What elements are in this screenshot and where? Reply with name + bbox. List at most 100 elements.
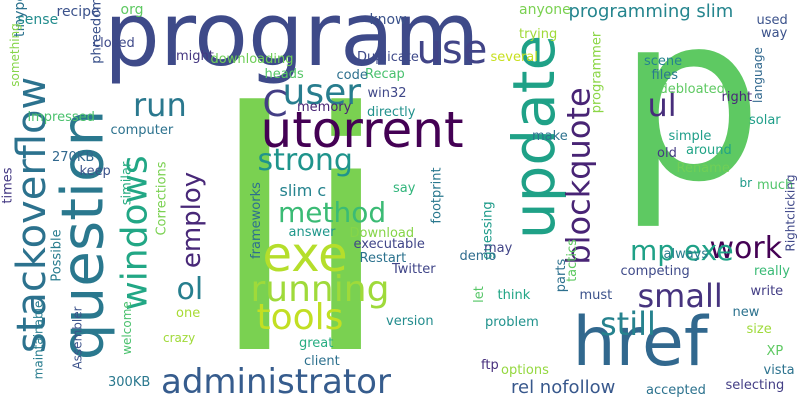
cloud-word: might (176, 48, 214, 64)
cloud-word: anyone (519, 2, 571, 18)
cloud-word: client (304, 353, 340, 369)
cloud-word: method (278, 196, 387, 229)
cloud-word: running (250, 269, 390, 310)
cloud-word: right (721, 89, 753, 105)
cloud-word: C (262, 84, 288, 125)
cloud-word: make (532, 128, 568, 144)
cloud-word: size (746, 321, 772, 337)
cloud-word: new (732, 304, 760, 320)
cloud-word: ol (176, 272, 204, 307)
cloud-word: administrator (161, 362, 391, 400)
cloud-word: answer (288, 224, 336, 240)
cloud-word: small (637, 277, 723, 315)
cloud-word: crazy (163, 331, 196, 345)
cloud-word: really (754, 263, 790, 279)
cloud-word: footprint (429, 166, 445, 224)
cloud-word: way (761, 25, 788, 41)
cloud-word: demo (459, 248, 497, 264)
cloud-word: p (617, 0, 763, 233)
cloud-word: know (369, 12, 407, 28)
cloud-word: win32 (367, 85, 407, 101)
cloud-word: Restart (359, 250, 407, 266)
cloud-word: exe (262, 227, 348, 283)
cloud-word: XP (766, 343, 784, 359)
cloud-word: something (7, 23, 22, 87)
cloud-word: always (663, 246, 709, 262)
cloud-word: Recap (365, 66, 405, 82)
cloud-word: br (739, 176, 753, 190)
cloud-word: tactics (564, 238, 580, 282)
cloud-word: Rename (676, 160, 730, 176)
cloud-word: slim c (279, 181, 327, 200)
cloud-word: code (336, 67, 368, 83)
cloud-word: use (416, 27, 488, 73)
cloud-word: maintainable (30, 300, 45, 380)
cloud-word: org (120, 2, 144, 18)
cloud-word: old (657, 145, 677, 161)
cloud-word: 270KB (52, 149, 95, 165)
cloud-word: vista (763, 362, 795, 378)
cloud-word: simple (668, 128, 712, 144)
cloud-word: write (750, 283, 784, 299)
cloud-word: several (490, 49, 538, 65)
cloud-word: competing (620, 263, 690, 279)
cloud-word: welcome (119, 301, 134, 355)
cloud-word: say (393, 180, 416, 196)
cloud-word: mp exe (630, 234, 734, 267)
cloud-word: Download (349, 225, 415, 241)
cloud-word: scene (644, 53, 683, 69)
cloud-word: work (709, 231, 783, 266)
cloud-word: heads (264, 66, 304, 82)
cloud-word: impressed (27, 109, 95, 125)
cloud-word: run (133, 86, 187, 124)
cloud-word: closed (93, 35, 135, 51)
cloud-word: let (471, 285, 487, 303)
cloud-word: debloated (659, 81, 725, 97)
cloud-word: still (600, 305, 656, 343)
cloud-word: frameworks (248, 181, 264, 259)
cloud-word: 300KB (108, 374, 151, 390)
cloud-word: keep (79, 163, 111, 179)
cloud-word: Corrections (154, 160, 170, 236)
cloud-word: Possible (49, 228, 65, 282)
cloud-word: great (299, 335, 334, 351)
cloud-word: one (176, 305, 201, 321)
cloud-word: options (501, 362, 549, 378)
cloud-word: language (750, 47, 765, 103)
cloud-word: downloading (210, 51, 294, 67)
cloud-word: Assembler (70, 306, 85, 370)
cloud-word: accepted (646, 382, 706, 398)
cloud-word: similar (119, 161, 135, 205)
cloud-word: may (484, 240, 513, 256)
cloud-word: think (497, 287, 531, 303)
cloud-word: employ (177, 171, 208, 269)
cloud-word: Duplicate (357, 49, 419, 65)
cloud-word: executable (353, 236, 425, 252)
cloud-word: memory (297, 99, 352, 115)
cloud-word: li (208, 43, 392, 400)
cloud-word: strong (257, 143, 353, 178)
cloud-word: utorrent (260, 101, 464, 159)
cloud-word: ftp (481, 357, 499, 373)
cloud-word: version (386, 313, 434, 329)
cloud-word: recipe (56, 4, 100, 20)
cloud-word: computer (110, 122, 174, 138)
cloud-word: selecting (725, 377, 785, 393)
cloud-word: program (104, 0, 480, 86)
cloud-word: around (686, 142, 732, 158)
cloud-word: used (756, 12, 788, 28)
cloud-word: problem (485, 314, 539, 330)
cloud-word: programming slim (568, 1, 734, 22)
cloud-word: tools (256, 297, 344, 338)
cloud-word: must (579, 287, 613, 303)
cloud-word: trying (519, 26, 558, 42)
cloud-word: ul (647, 86, 677, 124)
cloud-word: sense (17, 12, 59, 28)
cloud-word: href (572, 303, 708, 382)
cloud-word: rel nofollow (511, 377, 616, 398)
cloud-word: Twitter (392, 261, 436, 277)
cloud-word: user (282, 72, 362, 113)
cloud-word: times (0, 166, 16, 204)
cloud-word: phreedom (89, 0, 105, 64)
